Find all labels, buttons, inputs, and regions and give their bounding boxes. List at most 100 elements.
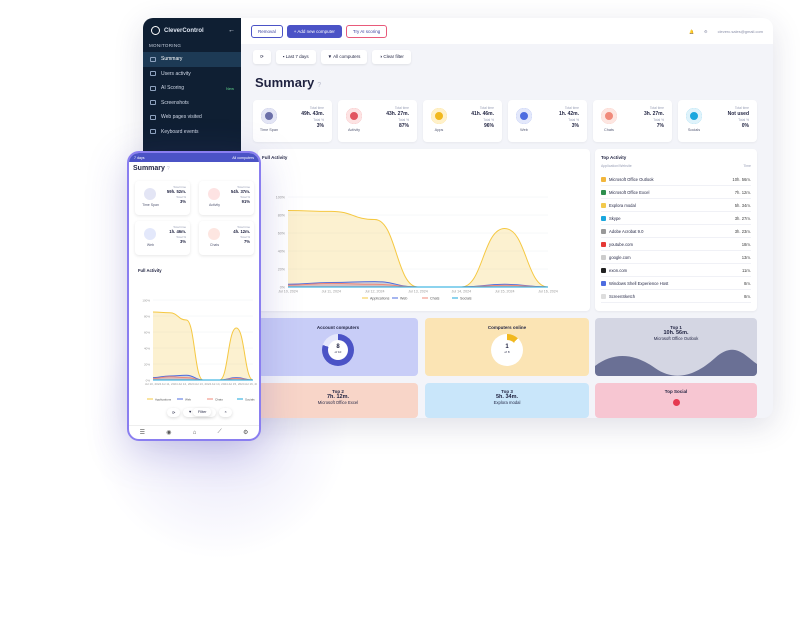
app-name: Explora modal xyxy=(609,202,636,208)
refresh-icon[interactable]: ⟳ xyxy=(253,50,271,64)
grid-icon xyxy=(150,56,156,62)
top-activity-row[interactable]: Microsoft Office Excel 7h. 12m. xyxy=(601,186,751,199)
legend-label: Socials xyxy=(460,297,472,301)
phone-period[interactable]: 7 days xyxy=(134,155,145,160)
top2-tile: Top 2 7h. 12m. Microsoft Office Excel xyxy=(258,383,418,418)
phone-status-bar: 7 days All computers xyxy=(129,153,259,162)
sidebar-item-users-activity[interactable]: Users activity xyxy=(143,67,241,82)
sidebar-item-label: Summary xyxy=(161,56,183,63)
top-activity-row[interactable]: ScreenSketch 8m. xyxy=(601,290,751,303)
app-name: exon.com xyxy=(609,267,628,273)
add-computer-button[interactable]: + Add new computer xyxy=(286,24,342,38)
top-activity-row[interactable]: youtube.com 18m. xyxy=(601,238,751,251)
app-time: 13m. xyxy=(741,254,751,260)
filter-bar: ⟳ ▪ Last 7 days ▼ All computers ◑ Clear … xyxy=(253,50,411,64)
chart-icon[interactable]: ⟋ xyxy=(217,429,222,435)
eye-icon[interactable]: ◉ xyxy=(166,430,172,436)
x-tick-label: Jul 12, 2024 xyxy=(365,290,385,294)
phone-computers[interactable]: All computers xyxy=(232,155,254,160)
filter-label: Filter xyxy=(193,408,212,416)
globe-icon xyxy=(150,114,156,120)
app-time: 3h. 23m. xyxy=(734,228,751,234)
top-activity-row[interactable]: Windows Shell Experience Host 8m. xyxy=(601,277,751,290)
phone-chart-title: Full Activity xyxy=(138,268,162,273)
sidebar-item-ai-scoring[interactable]: AI Scoring New xyxy=(143,81,241,96)
stat-time-value: 43h. 27m. xyxy=(386,111,409,117)
legend-label: Web xyxy=(185,398,191,402)
x-tick-label: Jul 10, 2024 xyxy=(278,290,298,294)
stat-label: Socials xyxy=(687,128,701,132)
sidebar-item-web-pages-visited[interactable]: Web pages visited xyxy=(143,110,241,125)
close-icon[interactable]: × xyxy=(219,408,232,417)
stat-percent-value: 96% xyxy=(483,123,494,129)
filter-button[interactable]: ▼ Filter xyxy=(183,408,217,417)
stat-label: Chats xyxy=(604,128,614,132)
sidebar-item-label: AI Scoring xyxy=(161,85,185,92)
y-tick-label: 60% xyxy=(278,232,286,236)
sidebar-item-label: Web pages visited xyxy=(161,114,202,121)
y-tick-label: 0% xyxy=(146,379,151,383)
try-ai-button[interactable]: Try AI scoring xyxy=(345,24,388,38)
gear-icon[interactable]: ⚙ xyxy=(242,430,249,436)
stat-time-caption: Total time xyxy=(173,225,186,229)
top3-tile: Top 3 5h. 34m. Explora modal xyxy=(425,383,589,418)
bell-icon[interactable]: 🔔 xyxy=(689,28,694,34)
top-activity-row[interactable]: Adobe Acrobat 9.0 3h. 23m. xyxy=(601,225,751,238)
computers-filter[interactable]: ▼ All computers xyxy=(320,50,368,64)
arrow-left-icon[interactable]: ← xyxy=(228,27,235,34)
top-activity-row[interactable]: exon.com 11m. xyxy=(601,264,751,277)
clear-filter-button[interactable]: ◑ Clear filter xyxy=(372,50,411,64)
page-title-text: Summary xyxy=(255,75,315,90)
stat-time-caption: Total time xyxy=(237,185,250,189)
stat-card-socials: Socials Total time Not used Total % 0% xyxy=(678,100,757,142)
home-icon[interactable]: ⌂ xyxy=(192,429,197,436)
top1-app: Microsoft Office Outlook xyxy=(653,336,699,341)
y-tick-label: 40% xyxy=(278,250,286,254)
app-icon xyxy=(601,254,606,260)
legend-label: Applications xyxy=(155,398,172,402)
sidebar-section-title: MONITORING xyxy=(149,43,182,48)
sidebar-item-screenshots[interactable]: Screenshots xyxy=(143,96,241,111)
stat-time-caption: Total time xyxy=(479,106,494,110)
stat-percent-caption: Total % xyxy=(176,235,186,239)
stat-card-web: Web Total time 1h. 42m. Total % 3% xyxy=(508,100,587,142)
app-name: google.com xyxy=(609,254,631,260)
full-activity-title: Full Activity xyxy=(262,155,288,160)
help-icon[interactable]: ? xyxy=(166,166,170,172)
app-time: 11m. xyxy=(742,267,751,273)
account-computers-tile: Account computers 8 of 10 xyxy=(258,318,418,376)
top-social-tile: Top Social xyxy=(595,383,757,418)
sidebar-item-summary[interactable]: Summary xyxy=(143,52,241,67)
app-time: 3h. 27m. xyxy=(734,215,751,221)
app-icon xyxy=(601,293,606,299)
period-filter[interactable]: ▪ Last 7 days xyxy=(275,50,316,64)
online-value: 1 of 8 xyxy=(497,340,517,360)
menu-icon[interactable]: ☰ xyxy=(139,430,145,436)
user-email[interactable]: cleverc.sales@gmail.com xyxy=(717,28,763,34)
help-icon[interactable]: ? xyxy=(317,82,322,89)
sidebar-item-keyboard-events[interactable]: Keyboard events xyxy=(143,125,241,140)
top-activity-row[interactable]: Skype 3h. 27m. xyxy=(601,212,751,225)
app-name: youtube.com xyxy=(609,241,633,247)
app-icon xyxy=(601,267,606,273)
stat-time-value: 1h. 46m. xyxy=(169,229,186,234)
app-time: 8m. xyxy=(744,280,751,286)
app-name: ScreenSketch xyxy=(609,293,636,299)
stat-card-chats: Chats Total time 3h. 27m. Total % 7% xyxy=(593,100,672,142)
stat-time-value: 1h. 42m. xyxy=(558,111,579,117)
top-activity-row[interactable]: google.com 13m. xyxy=(601,251,751,264)
removal-button[interactable]: Removal xyxy=(251,24,283,38)
y-tick-label: 80% xyxy=(144,315,150,319)
top-activity-row[interactable]: Microsoft Office Outlook 10h. 56m. xyxy=(601,173,751,186)
gear-icon[interactable]: ⚙ xyxy=(704,28,708,34)
stat-percent-value: 3% xyxy=(179,199,186,204)
stat-percent-caption: Total % xyxy=(483,118,494,122)
top-activity-title: Top Activity xyxy=(601,155,627,160)
app-name: Skype xyxy=(609,215,621,221)
refresh-icon[interactable]: ⟳ xyxy=(167,408,181,417)
top-activity-row[interactable]: Explora modal 5h. 34m. xyxy=(601,199,751,212)
top1-title: Top 1 xyxy=(670,325,682,330)
activity-icon xyxy=(346,108,362,124)
stat-card-activity: Activity Total time 43h. 27m. Total % 87% xyxy=(338,100,417,142)
col-app-header: Application/Website xyxy=(601,164,632,168)
